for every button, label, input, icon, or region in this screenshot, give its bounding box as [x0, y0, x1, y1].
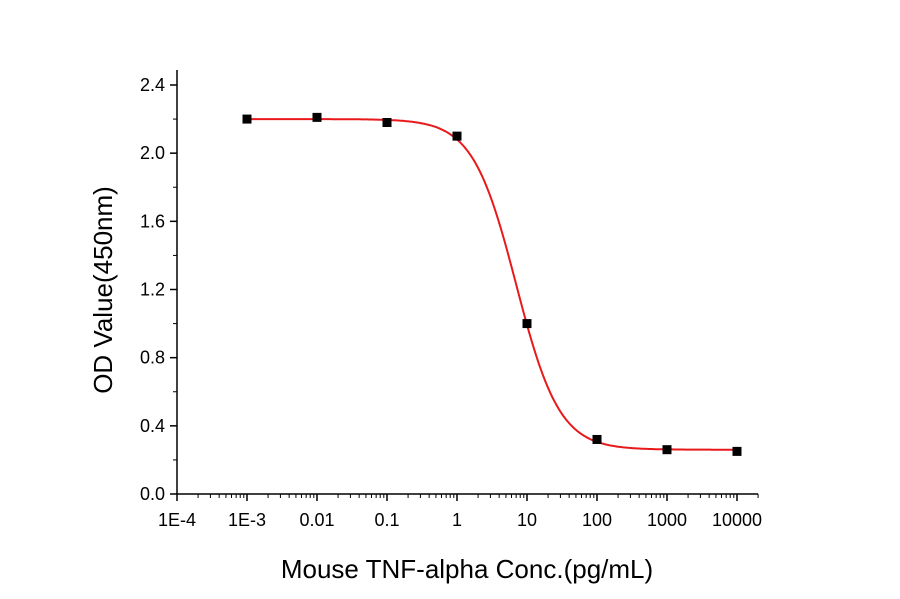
x-tick-label: 100 [582, 510, 612, 530]
data-point [522, 319, 532, 329]
x-tick-label: 10000 [712, 510, 762, 530]
fit-curve [247, 118, 737, 451]
y-tick-label: 0.0 [140, 484, 165, 504]
data-point [732, 446, 742, 456]
axes: 1E-4 1E-3 0.01 0.1 1 10 100 1000 10000 0.0 0.4 0.8 1… [140, 70, 762, 530]
y-tick-label: 0.4 [140, 416, 165, 436]
y-tick-label: 2.0 [140, 143, 165, 163]
x-tick-label: 0.1 [374, 510, 399, 530]
fit-curve-group [247, 118, 737, 451]
data-point [242, 114, 252, 124]
data-points [242, 112, 742, 456]
data-point [662, 445, 672, 455]
data-point [592, 434, 602, 444]
y-tick-label: 1.6 [140, 211, 165, 231]
x-tick-label: 0.01 [299, 510, 334, 530]
y-tick-label: 0.8 [140, 348, 165, 368]
x-tick-label: 10 [517, 510, 537, 530]
y-tick-label: 2.4 [140, 75, 165, 95]
x-tick-label: 1E-3 [228, 510, 266, 530]
x-axis-label: Mouse TNF-alpha Conc.(pg/mL) [281, 554, 653, 584]
y-axis-label: OD Value(450nm) [88, 186, 118, 394]
data-point [312, 112, 322, 122]
x-tick-label: 1 [452, 510, 462, 530]
x-tick-label: 1E-4 [158, 510, 196, 530]
data-point [452, 131, 462, 141]
x-tick-label: 1000 [647, 510, 687, 530]
y-tick-label: 1.2 [140, 280, 165, 300]
data-point [382, 117, 392, 127]
